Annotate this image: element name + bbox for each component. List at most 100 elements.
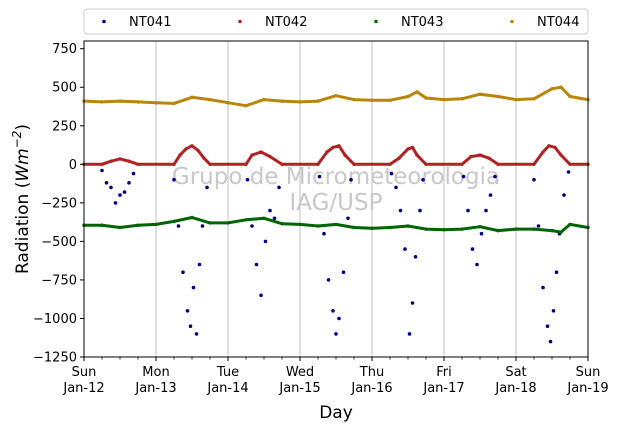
data-point [514,227,518,231]
data-point [190,215,194,220]
data-point [317,174,322,179]
data-point [370,226,374,230]
data-point [562,193,566,197]
x-tick-day: Sun [576,365,601,380]
data-point [553,145,557,150]
data-point [226,221,230,225]
data-point [109,185,113,190]
data-point [514,97,518,102]
data-point [478,153,482,157]
data-point [406,224,410,228]
legend-label-nt042: NT042 [265,15,307,30]
data-point [280,162,284,166]
data-point [496,228,500,233]
data-point [263,239,268,244]
data-point [268,208,272,213]
data-point [532,97,536,101]
y-tick-label: −1000 [33,312,77,327]
data-point [370,98,374,103]
y-tick-label: −250 [41,196,77,211]
data-point [226,101,230,105]
x-tick-day: Sun [72,365,97,380]
data-point [154,222,158,227]
data-point [470,247,475,251]
data-point [194,332,199,336]
data-point [548,339,553,344]
data-point [469,154,473,159]
data-point [136,223,140,227]
data-point [334,94,338,98]
legend-label-nt041: NT041 [129,15,171,30]
data-point [343,153,347,157]
data-point [415,90,419,94]
data-point [536,224,541,228]
data-point [202,156,206,160]
data-point [118,99,122,103]
y-axis-label-unit: Wm [13,148,33,181]
data-point [109,159,113,163]
x-tick-date: Jan-18 [494,381,536,396]
data-point [197,262,202,267]
data-point [532,177,536,182]
data-point [407,332,412,336]
data-point [184,147,188,151]
data-point [410,145,415,150]
data-point [136,162,140,166]
data-point [250,224,254,228]
data-point [559,85,563,89]
data-point [131,171,136,176]
data-point [200,224,205,228]
data-point [337,316,341,321]
legend: NT041 NT042 NT043 NT044 [83,8,589,35]
data-point [154,101,158,105]
data-point [176,224,181,228]
y-tick-label: 250 [52,119,77,134]
data-point [172,219,176,224]
data-point [568,94,572,99]
data-point [415,153,419,157]
data-point [259,150,263,154]
data-point [127,181,131,185]
data-point [487,156,491,160]
data-point [188,324,193,329]
y-axis: −1250 −1000 −750 −500 −250 0 250 500 750 [33,42,84,366]
x-tick-day: Sat [505,365,526,380]
data-point [245,177,250,182]
data-point [118,157,122,161]
y-axis-label-close: ) [13,124,33,131]
data-point [418,208,422,213]
data-point [398,208,403,213]
x-tick-day: Wed [286,365,314,380]
data-point [421,177,425,182]
watermark-line-1: Grupo de Micrometeorologia [172,164,500,190]
data-point [196,148,200,153]
data-point [550,87,554,91]
data-point [478,92,482,96]
data-point [466,208,470,213]
data-point [136,100,140,104]
legend-label-nt044: NT044 [537,15,579,30]
data-point [352,97,356,102]
data-point [460,97,464,101]
legend-marker-nt044 [510,19,514,24]
data-point [406,94,410,99]
data-point [568,162,572,166]
series-trace [84,144,588,166]
data-point [541,150,545,154]
data-point [403,247,407,251]
data-point [388,98,392,103]
y-axis-label: Radiation (Wm−2) [10,124,33,274]
data-point [100,223,104,227]
data-point [262,97,266,102]
data-point [118,225,122,230]
x-tick-date: Jan-12 [62,381,104,396]
plot-background [84,41,588,357]
y-tick-label: −500 [41,235,77,250]
x-tick-date: Jan-13 [134,381,176,396]
data-point [410,301,415,305]
data-point [172,162,176,166]
data-point [326,278,331,282]
data-point [118,193,122,197]
data-point [244,104,248,108]
data-point [349,177,353,182]
